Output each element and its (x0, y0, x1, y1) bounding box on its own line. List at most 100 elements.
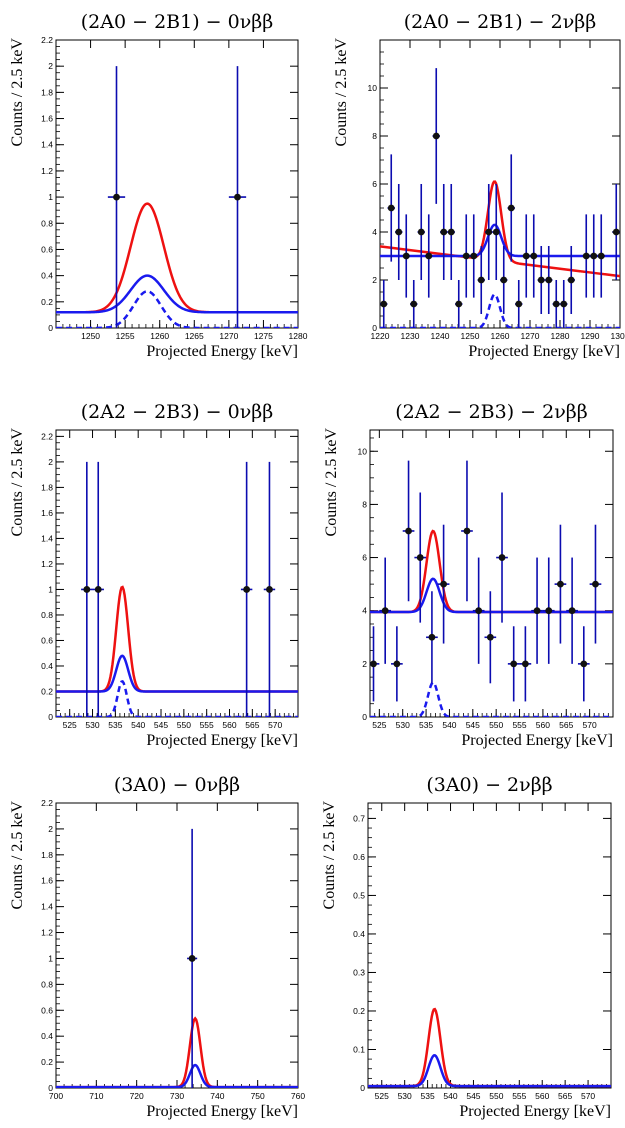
x-tick-label: 570 (583, 720, 597, 730)
x-tick-label: 555 (512, 720, 526, 730)
y-tick-label: 0 (362, 712, 367, 722)
data-point (395, 184, 403, 280)
y-tick-label: 1.2 (41, 559, 53, 569)
data-marker (612, 228, 620, 236)
y-tick-label: 0.8 (41, 979, 53, 989)
y-axis-label: Counts / 2.5 keV (9, 428, 26, 537)
curve-signal (368, 1053, 611, 1088)
chart-panel-3: (2A2 − 2B3) − 0νββ Projected Energy [keV]… (9, 401, 299, 749)
data-marker (515, 300, 523, 308)
data-point (552, 280, 560, 328)
data-point (187, 828, 198, 1088)
data-marker (417, 228, 425, 236)
data-point (492, 184, 500, 280)
data-marker (597, 252, 605, 260)
data-point (402, 214, 410, 298)
x-tick-label: 1290 (581, 331, 600, 341)
chart-title: (2A0 − 2B1) − 0νββ (81, 11, 273, 33)
x-tick-label: 560 (536, 720, 550, 730)
y-tick-label: 0 (360, 1083, 365, 1093)
data-marker (402, 252, 410, 260)
x-tick-label: 535 (108, 720, 122, 730)
y-tick-label: 0.4 (41, 661, 53, 671)
y-tick-label: 8 (372, 131, 377, 141)
data-point (477, 246, 485, 314)
data-point (582, 214, 590, 298)
x-tick-label: 710 (89, 1091, 103, 1101)
data-marker (393, 660, 401, 668)
data-point (612, 184, 620, 280)
x-tick-label: 720 (130, 1091, 144, 1101)
y-tick-label: 8 (362, 499, 367, 509)
data-point (417, 184, 425, 280)
data-point (567, 246, 575, 314)
y-tick-label: 2 (362, 659, 367, 669)
y-tick-label: 0.2 (41, 297, 53, 307)
data-marker (486, 633, 494, 641)
plot-frame (367, 802, 612, 1089)
data-point (472, 557, 485, 664)
data-marker (440, 580, 448, 588)
y-tick-label: 2 (48, 457, 53, 467)
data-marker (234, 193, 241, 201)
y-tick-label: 6 (362, 553, 367, 563)
data-point (462, 214, 470, 298)
y-tick-label: 1.4 (41, 140, 53, 150)
y-tick-label: 0.6 (41, 635, 53, 645)
plot-area (56, 461, 298, 717)
data-marker (266, 586, 273, 593)
data-marker (580, 660, 588, 668)
data-marker (416, 554, 424, 561)
data-marker (405, 527, 412, 535)
data-marker (592, 580, 599, 588)
data-point (380, 280, 388, 328)
data-marker (521, 660, 529, 668)
y-axis-label: Counts / 2.5 keV (323, 428, 340, 537)
data-point (425, 214, 433, 298)
data-marker (370, 660, 377, 668)
data-marker (428, 633, 436, 641)
data-marker (530, 252, 538, 260)
x-tick-label: 1250 (81, 331, 100, 341)
x-axis-label: Projected Energy [keV] (146, 732, 298, 749)
x-tick-label: 1240 (431, 331, 450, 341)
x-tick-label: 1270 (219, 331, 238, 341)
x-axis-label: Projected Energy [keV] (146, 343, 298, 360)
data-marker (557, 580, 564, 588)
chart-title: (3A0) − 0νββ (114, 774, 240, 796)
y-tick-label: 0.8 (41, 218, 53, 228)
y-tick-label: 0.4 (353, 929, 365, 939)
plot-area (370, 460, 613, 717)
data-marker (243, 586, 251, 593)
y-tick-label: 1.4 (41, 902, 53, 912)
data-point (426, 591, 438, 684)
data-point (485, 184, 493, 280)
data-point (496, 492, 508, 623)
x-tick-label: 1275 (254, 331, 273, 341)
y-tick-label: 2 (48, 61, 53, 71)
x-tick-label: 1255 (116, 331, 135, 341)
plot-area (380, 68, 620, 328)
data-marker (462, 252, 470, 260)
data-point (410, 280, 418, 328)
x-tick-label: 1280 (551, 331, 570, 341)
y-tick-label: 1 (48, 584, 53, 594)
plot-area (56, 828, 298, 1088)
chart-panel-6: (3A0) − 2νββ Projected Energy [keV] Counts… (321, 774, 612, 1120)
x-tick-label: 545 (466, 1091, 480, 1101)
data-point (470, 214, 478, 298)
data-marker (380, 300, 388, 308)
y-axis-label: Counts / 2.5 keV (9, 801, 26, 910)
y-tick-label: 1.6 (41, 876, 53, 886)
data-point (447, 184, 455, 280)
chart-panel-5: (3A0) − 0νββ Projected Energy [keV] Counts… (9, 774, 305, 1120)
y-tick-label: 0 (48, 323, 53, 333)
data-point (440, 184, 448, 280)
y-tick-label: 1.4 (41, 533, 53, 543)
y-tick-label: 1.6 (41, 114, 53, 124)
y-tick-label: 4 (372, 227, 377, 237)
data-point (391, 626, 403, 702)
x-tick-label: 545 (154, 720, 168, 730)
data-point (240, 461, 253, 717)
